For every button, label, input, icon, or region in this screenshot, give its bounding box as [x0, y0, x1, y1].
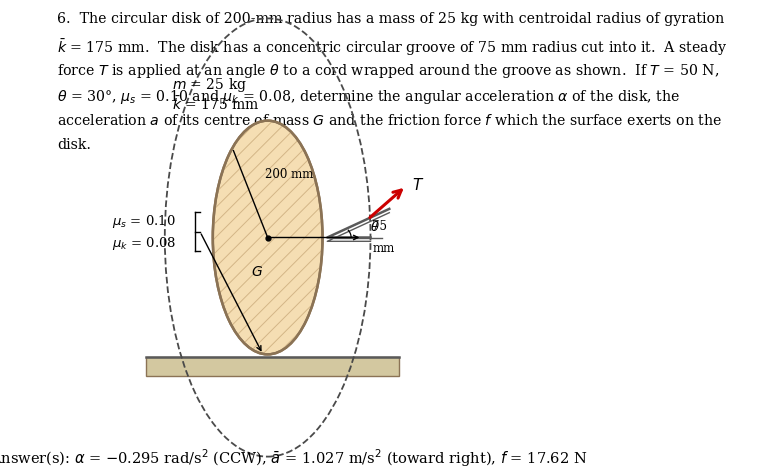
Text: $\mu_k$ = 0.08: $\mu_k$ = 0.08: [112, 234, 176, 251]
Text: 6.  The circular disk of 200-mm radius has a mass of 25 kg with centroidal radiu: 6. The circular disk of 200-mm radius ha…: [57, 12, 724, 26]
Text: force $T$ is applied at an angle $\theta$ to a cord wrapped around the groove as: force $T$ is applied at an angle $\theta…: [57, 62, 719, 80]
Ellipse shape: [213, 121, 322, 355]
Polygon shape: [146, 357, 399, 376]
Text: mm: mm: [372, 241, 395, 254]
Text: disk.: disk.: [57, 138, 91, 152]
Text: $\mu_s$ = 0.10: $\mu_s$ = 0.10: [112, 213, 176, 230]
Text: 75: 75: [372, 219, 387, 233]
Text: $\theta$: $\theta$: [370, 219, 380, 233]
Text: $T$: $T$: [412, 176, 424, 192]
Text: $m$ = 25 kg: $m$ = 25 kg: [172, 76, 247, 94]
Text: 200 mm: 200 mm: [265, 168, 314, 181]
Text: $G$: $G$: [251, 264, 263, 278]
Text: $\theta$ = 30°, $\mu_s$ = 0.10 and $\mu_k$ = 0.08, determine the angular acceler: $\theta$ = 30°, $\mu_s$ = 0.10 and $\mu_…: [57, 88, 680, 106]
Text: $\bar{k}$ = 175 mm.  The disk has a concentric circular groove of 75 mm radius c: $\bar{k}$ = 175 mm. The disk has a conce…: [57, 37, 727, 58]
Text: $\bar{k}$ = 175 mm: $\bar{k}$ = 175 mm: [172, 95, 260, 113]
Text: acceleration $a$ of its centre of mass $G$ and the friction force $f$ which the : acceleration $a$ of its centre of mass $…: [57, 113, 722, 128]
Text: Answer(s): $\alpha$ = $-$0.295 rad/s$^2$ (CCW), $\bar{a}$ = 1.027 m/s$^2$ (towar: Answer(s): $\alpha$ = $-$0.295 rad/s$^2$…: [0, 446, 588, 468]
